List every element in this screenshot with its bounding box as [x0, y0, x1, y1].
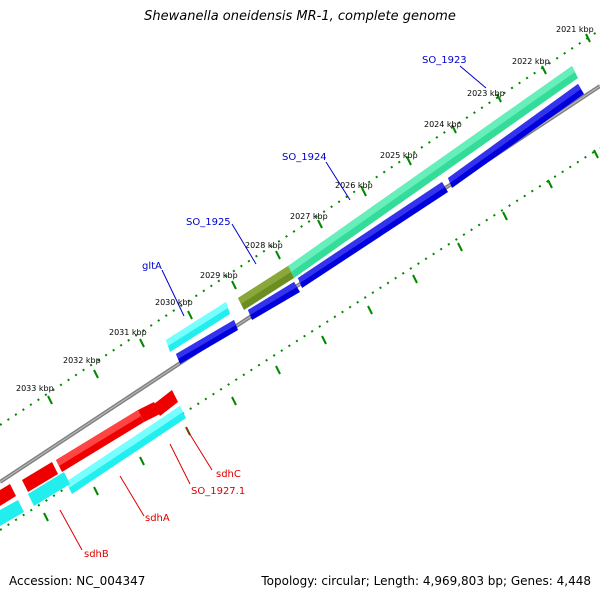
accession-text: Accession: NC_004347 — [9, 574, 146, 588]
gene-SO_1925-blue-1[interactable] — [448, 84, 584, 188]
ruler-label-2031: 2031 kbp — [109, 328, 147, 337]
feature-label-SO_1927.1[interactable]: SO_1927.1 — [191, 486, 245, 497]
gene-cyan-left-edge[interactable] — [0, 500, 24, 526]
ruler-label-2023: 2023 kbp — [467, 89, 505, 98]
ruler-label-2021: 2021 kbp — [556, 25, 594, 34]
gene-sdhC-red[interactable] — [154, 390, 178, 416]
ruler-label-2028: 2028 kbp — [245, 241, 283, 250]
callouts-reverse — [59, 427, 213, 551]
ruler-label-2032: 2032 kbp — [63, 356, 101, 365]
gene-SO_1925-blue-3[interactable] — [248, 282, 300, 320]
ruler-label-2033: 2033 kbp — [16, 384, 54, 393]
feature-label-gltA[interactable]: gltA — [142, 261, 162, 272]
gene-SO_1925-blue-2[interactable] — [298, 182, 448, 288]
feature-label-SO_1924[interactable]: SO_1924 — [282, 152, 327, 163]
gene-gltA-blue[interactable] — [176, 320, 238, 364]
major-ticks-upper — [47, 33, 591, 405]
map-title: Shewanella oneidensis MR-1, complete gen… — [144, 9, 456, 24]
gene-SO_1923[interactable] — [288, 66, 578, 278]
gene-red-left-edge[interactable] — [0, 484, 16, 506]
gene-SO_1927.1-red[interactable] — [138, 402, 160, 422]
gene-sdhB-cyan[interactable] — [28, 472, 70, 506]
feature-label-SO_1923[interactable]: SO_1923 — [422, 55, 467, 66]
ruler-label-2027: 2027 kbp — [290, 212, 328, 221]
feature-label-SO_1925[interactable]: SO_1925 — [186, 217, 231, 228]
gene-sdhA-red[interactable] — [56, 410, 144, 472]
ruler-label-2029: 2029 kbp — [200, 271, 238, 280]
feature-label-sdhA[interactable]: sdhA — [145, 513, 170, 524]
ruler-label-2030: 2030 kbp — [155, 298, 193, 307]
genome-summary-text: Topology: circular; Length: 4,969,803 bp… — [261, 574, 591, 588]
ruler-label-2025: 2025 kbp — [380, 151, 418, 160]
gene-gltA[interactable] — [166, 302, 230, 352]
ruler-label-2022: 2022 kbp — [512, 57, 550, 66]
callouts-forward — [161, 65, 487, 317]
feature-label-sdhC[interactable]: sdhC — [216, 469, 241, 480]
gene-SO_1924-olive[interactable] — [238, 266, 294, 310]
ruler-label-2026: 2026 kbp — [335, 181, 373, 190]
ruler-label-2024: 2024 kbp — [424, 120, 462, 129]
outer-tick-track-upper — [0, 29, 600, 426]
feature-label-sdhB[interactable]: sdhB — [84, 549, 109, 560]
gene-sdhA-cyan[interactable] — [66, 406, 186, 494]
gene-sdhB-red[interactable] — [22, 462, 58, 492]
